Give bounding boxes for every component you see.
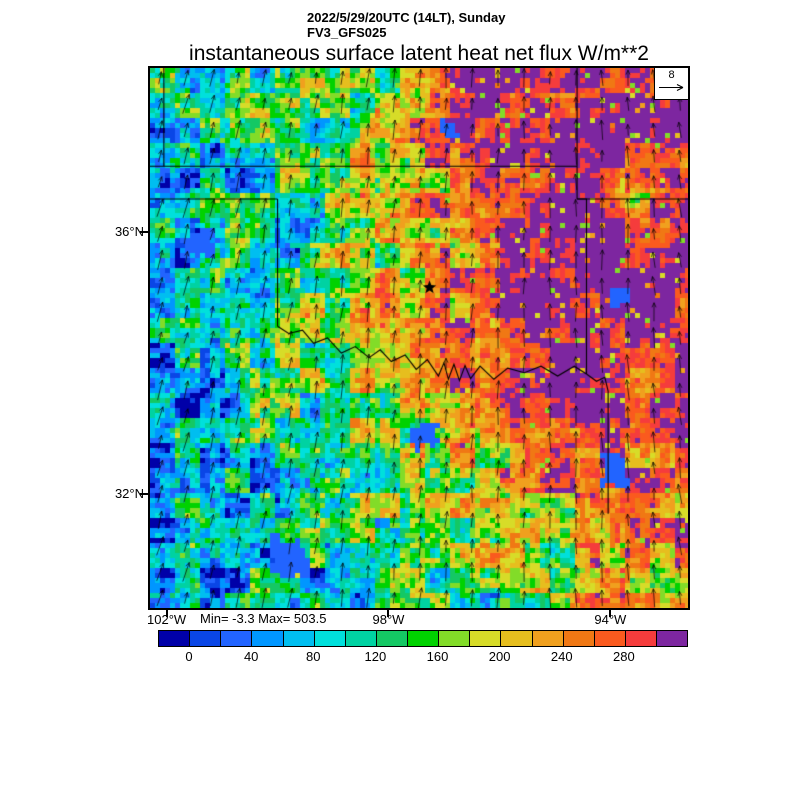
lon-tick-mark	[609, 610, 612, 617]
wind-reference-value: 8	[668, 69, 675, 81]
model-name: FV3_GFS025	[307, 25, 387, 40]
lon-tick-label: 94°W	[594, 612, 627, 627]
colorbar-segment	[283, 631, 315, 646]
colorbar-segment	[625, 631, 657, 646]
lat-tick-mark	[140, 492, 148, 495]
lat-tick-label: 32°N	[114, 485, 144, 501]
wind-reference-box: 8	[654, 68, 688, 100]
colorbar-segment	[563, 631, 595, 646]
colorbar-segment	[314, 631, 346, 646]
colorbar-tick-label: 200	[488, 649, 511, 664]
colorbar-segment	[439, 631, 471, 646]
colorbar-segment	[159, 631, 191, 646]
colorbar-tick-label: 280	[613, 649, 635, 664]
colorbar-tick-label: 0	[185, 649, 193, 664]
colorbar-tick-label: 40	[243, 649, 259, 664]
lon-tick-label: 98°W	[372, 612, 405, 627]
colorbar-segment	[345, 631, 377, 646]
minmax-stats: Min= -3.3 Max= 503.5	[200, 611, 327, 626]
colorbar	[158, 630, 688, 647]
lon-tick-label: 102°W	[147, 612, 187, 627]
colorbar-segment	[408, 631, 440, 646]
lon-tick-mark	[387, 610, 390, 617]
colorbar-tick-label: 120	[364, 649, 387, 664]
colorbar-segment	[190, 631, 222, 646]
colorbar-segment	[532, 631, 564, 646]
colorbar-segment	[376, 631, 408, 646]
map-plot: 8	[148, 66, 690, 610]
colorbar-segment	[470, 631, 502, 646]
colorbar-segment	[657, 631, 688, 646]
lon-tick-mark	[165, 610, 168, 617]
run-datetime: 2022/5/29/20UTC (14LT), Sunday	[307, 10, 506, 25]
heatmap-wind-canvas	[150, 68, 688, 608]
colorbar-segment	[252, 631, 284, 646]
colorbar-tick-label: 160	[426, 649, 449, 664]
plot-title: instantaneous surface latent heat net fl…	[189, 42, 649, 65]
colorbar-segment	[594, 631, 626, 646]
colorbar-segment	[221, 631, 253, 646]
lat-tick-label: 36°N	[114, 223, 144, 239]
lat-tick-mark	[140, 230, 148, 233]
colorbar-tick-label: 80	[306, 649, 321, 664]
wind-reference-arrow-icon	[659, 84, 684, 91]
colorbar-segment	[501, 631, 533, 646]
colorbar-tick-label: 240	[550, 649, 573, 664]
